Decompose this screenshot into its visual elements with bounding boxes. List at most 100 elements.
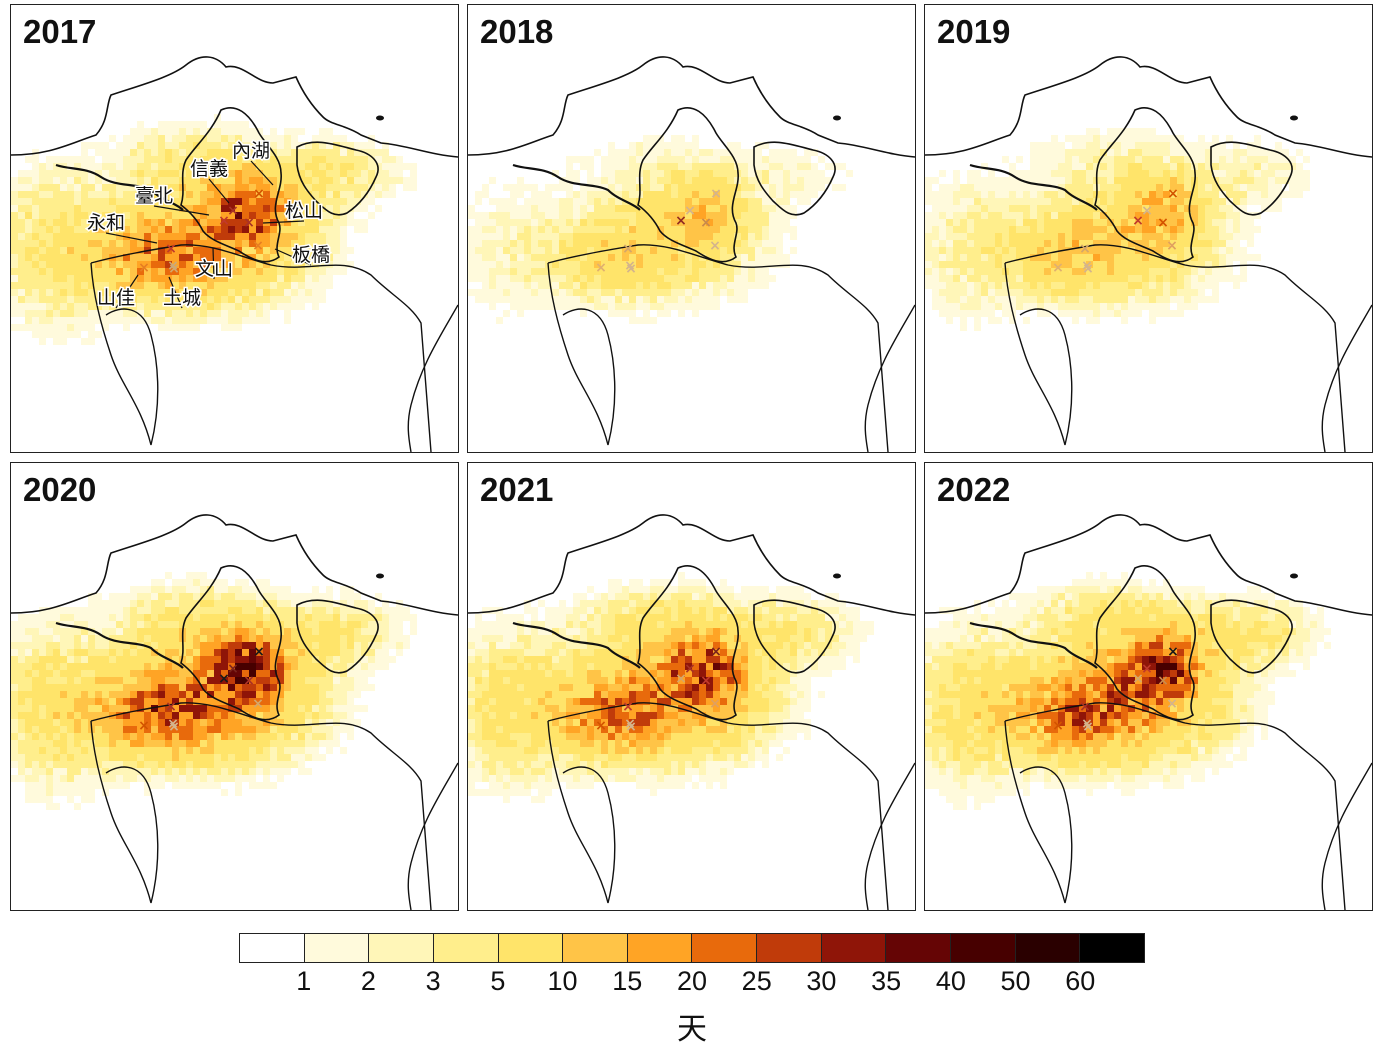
grid-cell [1107,135,1114,142]
grid-cell [720,247,727,254]
grid-cell [249,733,256,740]
grid-cell [165,740,172,747]
grid-cell [1065,303,1072,310]
grid-cell [1107,226,1114,233]
grid-cell [347,698,354,705]
grid-cell [601,303,608,310]
grid-cell [207,761,214,768]
grid-cell [354,170,361,177]
grid-cell [284,670,291,677]
grid-cell [298,296,305,303]
grid-cell [489,289,496,296]
grid-cell [769,233,776,240]
grid-cell [1023,303,1030,310]
grid-cell [340,191,347,198]
grid-cell [475,261,482,268]
grid-cell [1254,163,1261,170]
grid-cell [144,775,151,782]
grid-cell [60,331,67,338]
grid-cell [925,191,932,198]
grid-cell [354,684,361,691]
grid-cell [706,163,713,170]
grid-cell [74,677,81,684]
grid-cell [1079,282,1086,289]
grid-cell [1303,170,1310,177]
grid-cell [235,254,242,261]
grid-cell [298,593,305,600]
grid-cell [151,663,158,670]
grid-cell [193,289,200,296]
grid-cell [242,726,249,733]
grid-cell [67,747,74,754]
grid-cell [312,677,319,684]
grid-cell [249,754,256,761]
grid-cell [207,233,214,240]
grid-cell [123,205,130,212]
grid-cell [249,719,256,726]
grid-cell [1079,205,1086,212]
grid-cell [326,719,333,726]
grid-cell [256,233,263,240]
grid-cell [734,149,741,156]
grid-cell [249,240,256,247]
grid-cell [1121,226,1128,233]
grid-cell [109,149,116,156]
grid-cell [1198,205,1205,212]
grid-cell [60,726,67,733]
grid-cell [517,233,524,240]
grid-cell [587,191,594,198]
grid-cell [291,698,298,705]
grid-cell [242,177,249,184]
grid-cell [1184,156,1191,163]
grid-cell [165,310,172,317]
grid-cell [1191,198,1198,205]
grid-cell [797,163,804,170]
grid-cell [312,586,319,593]
grid-cell [130,317,137,324]
grid-cell [769,191,776,198]
grid-cell [11,254,18,261]
grid-cell [46,191,53,198]
grid-cell [158,649,165,656]
grid-cell [1002,191,1009,198]
grid-cell [25,282,32,289]
grid-cell [347,621,354,628]
grid-cell [319,656,326,663]
grid-cell [158,149,165,156]
grid-cell [81,698,88,705]
grid-cell [1156,296,1163,303]
grid-cell [573,233,580,240]
grid-cell [214,254,221,261]
grid-cell [130,240,137,247]
grid-cell [165,698,172,705]
grid-cell [347,247,354,254]
grid-cell [1240,205,1247,212]
grid-cell [1184,170,1191,177]
grid-cell [988,198,995,205]
grid-cell [1149,282,1156,289]
grid-cell [482,289,489,296]
grid-cell [235,635,242,642]
grid-cell [291,156,298,163]
grid-cell [221,649,228,656]
grid-cell [137,628,144,635]
grid-cell [1051,163,1058,170]
grid-cell [587,268,594,275]
grid-cell [1282,163,1289,170]
grid-cell [995,191,1002,198]
grid-cell [158,282,165,289]
grid-cell [88,212,95,219]
grid-cell [496,247,503,254]
grid-cell [1121,261,1128,268]
grid-cell [67,212,74,219]
grid-cell [1226,170,1233,177]
grid-cell [657,142,664,149]
grid-cell [953,289,960,296]
grid-cell [81,338,88,345]
grid-cell [242,303,249,310]
grid-cell [552,247,559,254]
grid-cell [277,600,284,607]
grid-cell [946,289,953,296]
grid-cell [263,205,270,212]
grid-cell [988,303,995,310]
